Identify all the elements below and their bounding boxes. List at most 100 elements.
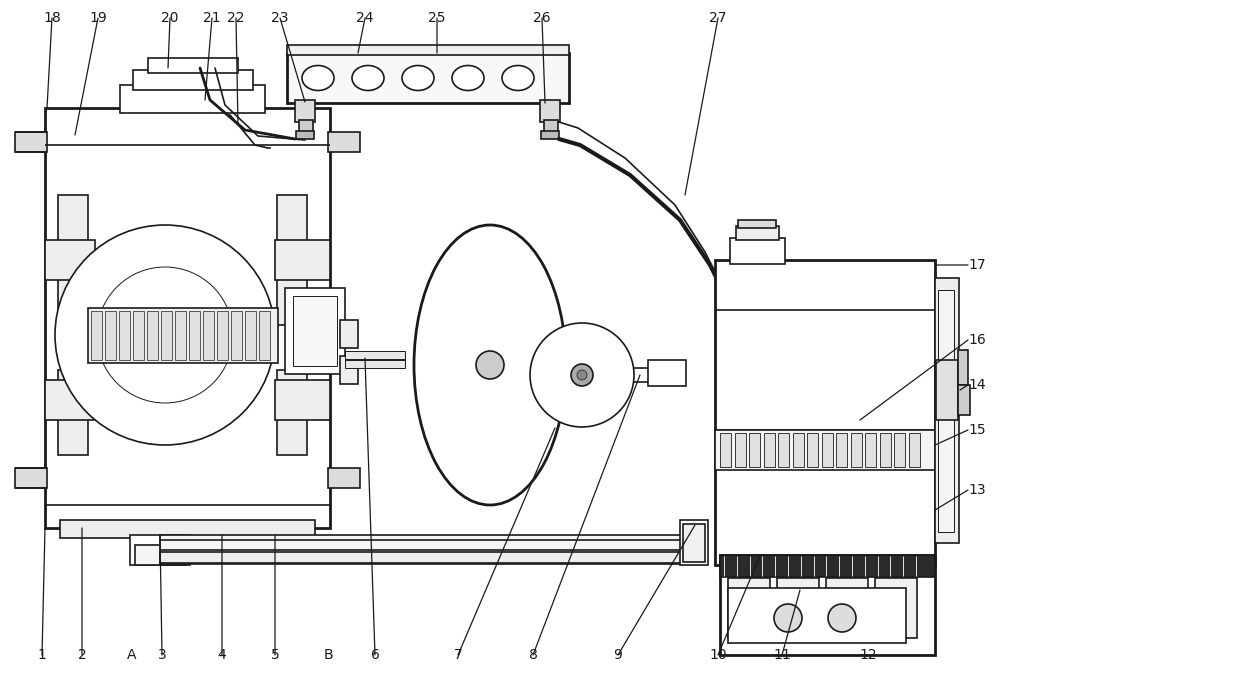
- Text: 25: 25: [428, 11, 445, 25]
- Bar: [737, 226, 779, 240]
- Bar: [133, 311, 144, 360]
- Bar: [130, 535, 190, 565]
- Bar: [160, 552, 706, 564]
- Text: B: B: [324, 648, 332, 662]
- Bar: [544, 120, 558, 132]
- Bar: [88, 308, 278, 363]
- Bar: [188, 311, 200, 360]
- Text: 7: 7: [454, 648, 463, 662]
- Bar: [649, 360, 686, 386]
- Bar: [148, 311, 157, 360]
- Bar: [345, 351, 405, 359]
- Bar: [539, 100, 560, 122]
- Bar: [299, 120, 312, 132]
- Text: 24: 24: [356, 11, 373, 25]
- Bar: [720, 555, 935, 655]
- Ellipse shape: [352, 65, 384, 90]
- Text: 1: 1: [37, 648, 46, 662]
- Bar: [826, 578, 868, 638]
- Ellipse shape: [303, 65, 334, 90]
- Bar: [329, 132, 360, 152]
- Text: 6: 6: [371, 648, 379, 662]
- Bar: [792, 433, 804, 467]
- Text: 11: 11: [773, 648, 791, 662]
- Text: 9: 9: [614, 648, 622, 662]
- Bar: [45, 240, 95, 280]
- Text: 16: 16: [968, 333, 986, 347]
- Bar: [60, 520, 315, 538]
- Bar: [777, 578, 818, 638]
- Bar: [45, 380, 95, 420]
- Bar: [340, 356, 358, 384]
- Bar: [296, 131, 314, 139]
- Text: 17: 17: [968, 258, 986, 272]
- Circle shape: [55, 225, 275, 445]
- Ellipse shape: [402, 65, 434, 90]
- Bar: [329, 468, 360, 488]
- Text: 18: 18: [43, 11, 61, 25]
- Bar: [286, 53, 569, 103]
- Bar: [680, 520, 708, 565]
- Bar: [715, 260, 935, 565]
- Bar: [58, 370, 88, 455]
- Bar: [58, 195, 88, 325]
- Bar: [836, 433, 847, 467]
- Bar: [764, 433, 775, 467]
- Bar: [45, 108, 330, 528]
- Bar: [937, 290, 954, 532]
- Bar: [728, 578, 770, 638]
- Bar: [119, 311, 130, 360]
- Circle shape: [570, 364, 593, 386]
- Bar: [160, 535, 706, 563]
- Text: A: A: [128, 648, 136, 662]
- Text: 20: 20: [161, 11, 179, 25]
- Bar: [133, 70, 253, 90]
- Bar: [275, 380, 330, 420]
- Bar: [286, 45, 569, 55]
- Bar: [91, 311, 102, 360]
- Bar: [275, 240, 330, 280]
- Bar: [148, 58, 238, 73]
- Bar: [935, 278, 959, 543]
- Bar: [345, 360, 405, 368]
- Text: 4: 4: [218, 648, 227, 662]
- Text: 13: 13: [968, 483, 986, 497]
- Text: 2: 2: [78, 648, 87, 662]
- Circle shape: [577, 370, 587, 380]
- Bar: [734, 433, 745, 467]
- Bar: [720, 555, 935, 577]
- Text: 10: 10: [709, 648, 727, 662]
- Text: 3: 3: [157, 648, 166, 662]
- Text: 19: 19: [89, 11, 107, 25]
- Text: 21: 21: [203, 11, 221, 25]
- Text: 8: 8: [528, 648, 537, 662]
- Bar: [295, 100, 315, 122]
- Bar: [807, 433, 818, 467]
- Bar: [777, 433, 789, 467]
- Bar: [749, 433, 760, 467]
- Text: 23: 23: [272, 11, 289, 25]
- Bar: [909, 433, 920, 467]
- Bar: [15, 468, 47, 488]
- Bar: [340, 320, 358, 348]
- Bar: [246, 311, 255, 360]
- Text: 14: 14: [968, 378, 986, 392]
- Bar: [105, 311, 117, 360]
- Bar: [259, 311, 270, 360]
- Text: 26: 26: [533, 11, 551, 25]
- Bar: [541, 131, 559, 139]
- Bar: [936, 360, 959, 420]
- Text: 5: 5: [270, 648, 279, 662]
- Bar: [161, 311, 172, 360]
- Circle shape: [529, 323, 634, 427]
- Circle shape: [97, 267, 233, 403]
- Bar: [851, 433, 862, 467]
- Bar: [894, 433, 905, 467]
- Text: 22: 22: [227, 11, 244, 25]
- Text: 27: 27: [709, 11, 727, 25]
- Ellipse shape: [414, 225, 565, 505]
- Bar: [866, 433, 875, 467]
- Ellipse shape: [502, 65, 534, 90]
- Circle shape: [828, 604, 856, 632]
- Bar: [120, 85, 265, 113]
